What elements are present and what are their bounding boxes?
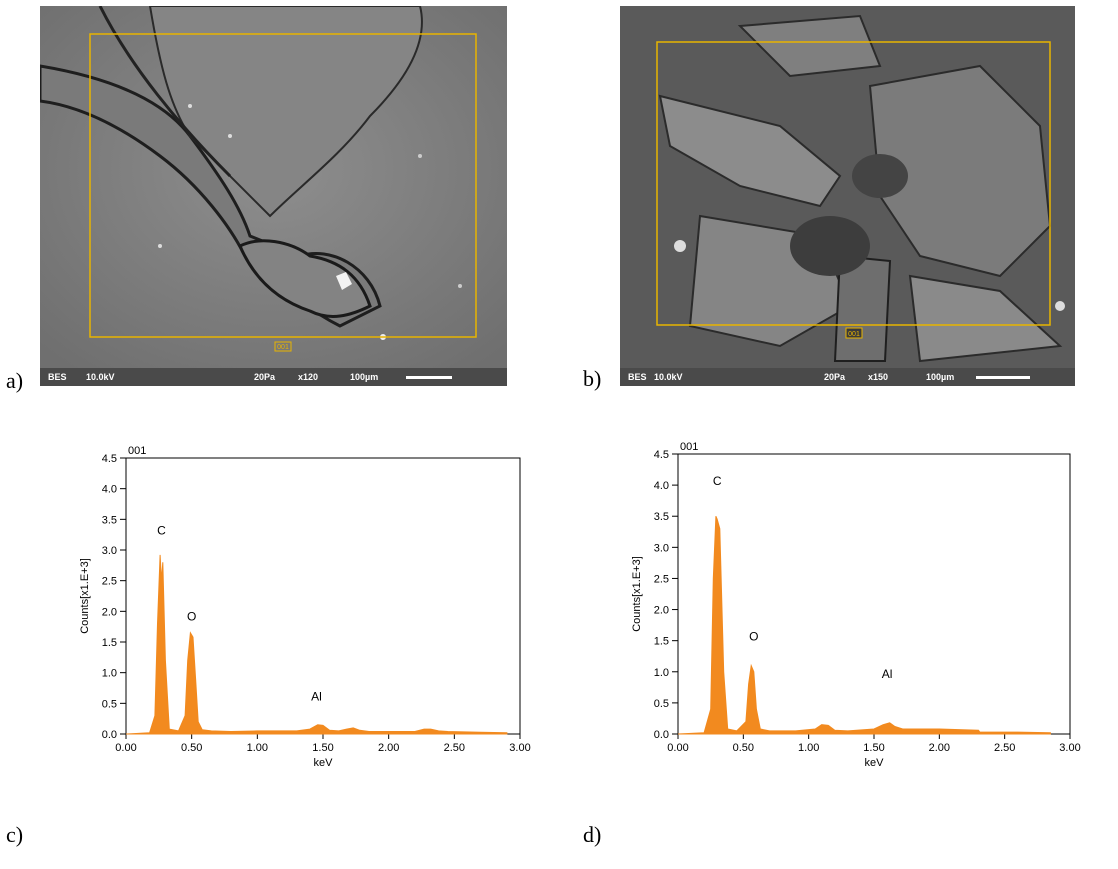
y-tick-label: 0.5 xyxy=(654,698,669,710)
x-tick-label: 3.00 xyxy=(1059,742,1080,754)
y-tick-label: 4.0 xyxy=(654,480,669,492)
peak-annotation: C xyxy=(713,474,722,488)
x-tick-label: 2.00 xyxy=(929,742,950,754)
y-tick-label: 4.5 xyxy=(654,449,669,461)
y-tick-label: 2.0 xyxy=(102,606,117,618)
x-tick-label: 1.00 xyxy=(798,742,819,754)
y-tick-label: 3.0 xyxy=(102,545,117,557)
sem-image-a: 001 BES 10.0kV 20Pa x120 100µm xyxy=(40,6,507,386)
roi-box xyxy=(656,41,1051,326)
eds-chart-c: 001 0.0 0.5 1.0 1.5 2.0 2.5 3.0 3.5 4.0 4.5 0.00 0.5… xyxy=(79,445,531,769)
scale-bar xyxy=(406,376,452,379)
x-tick-label: 1.50 xyxy=(312,742,333,754)
panel-label-c: c) xyxy=(6,822,24,847)
y-tick-label: 0.0 xyxy=(102,729,117,741)
peak-annotation: Al xyxy=(311,689,322,703)
panel-label-a: a) xyxy=(6,368,24,393)
detector-label: BES xyxy=(628,372,647,382)
y-tick-label: 0.5 xyxy=(102,698,117,710)
y-tick-label: 2.5 xyxy=(654,573,669,585)
x-tick-label: 0.00 xyxy=(115,742,136,754)
scale-label: 100µm xyxy=(350,372,379,382)
sem-micrograph-a: 001 xyxy=(40,6,507,368)
roi-tag xyxy=(845,327,863,339)
eds-chart-d: 001 0.0 0.5 1.0 1.5 2.0 2.5 3.0 3.5 4.0 4.5 0.00 0.5… xyxy=(631,441,1081,769)
x-tick-label: 1.50 xyxy=(863,742,884,754)
sem-info-bar: BES 10.0kV 20Pa x150 100µm xyxy=(620,368,1075,386)
scale-bar xyxy=(976,376,1030,379)
y-tick-label: 3.0 xyxy=(654,542,669,554)
y-tick-label: 4.5 xyxy=(102,453,117,465)
spectrum-series xyxy=(677,516,1051,735)
roi-tag xyxy=(274,341,292,352)
x-axis-label: keV xyxy=(865,757,885,769)
x-tick-label: 0.50 xyxy=(733,742,754,754)
x-axis-label: keV xyxy=(314,757,334,769)
x-tick-label: 2.50 xyxy=(444,742,465,754)
peak-annotation: O xyxy=(749,630,758,644)
y-tick-label: 2.5 xyxy=(102,576,117,588)
y-tick-label: 4.0 xyxy=(102,484,117,496)
y-tick-label: 1.5 xyxy=(654,636,669,648)
voltage-label: 10.0kV xyxy=(86,372,115,382)
sem-info-bar: BES 10.0kV 20Pa x120 100µm xyxy=(40,368,507,386)
y-tick-label: 1.0 xyxy=(102,668,117,680)
x-tick-label: 0.50 xyxy=(181,742,202,754)
y-axis-label: Counts[x1.E+3] xyxy=(79,558,91,634)
voltage-label: 10.0kV xyxy=(654,372,683,382)
sem-micrograph-b: 001 xyxy=(620,6,1075,368)
panel-label-b: b) xyxy=(583,366,602,391)
chart-title: 001 xyxy=(128,445,146,457)
y-tick-label: 3.5 xyxy=(102,514,117,526)
x-tick-label: 1.00 xyxy=(247,742,268,754)
y-axis-label: Counts[x1.E+3] xyxy=(631,556,643,632)
roi-label: 001 xyxy=(277,344,289,351)
y-tick-label: 0.0 xyxy=(654,729,669,741)
pressure-label: 20Pa xyxy=(824,372,846,382)
roi-box xyxy=(89,33,477,338)
panel-label-d: d) xyxy=(583,822,602,847)
peak-annotation: Al xyxy=(882,667,893,681)
plot-frame xyxy=(125,457,521,735)
y-tick-label: 1.5 xyxy=(102,637,117,649)
x-tick-label: 0.00 xyxy=(667,742,688,754)
y-tick-label: 1.0 xyxy=(654,667,669,679)
magnification-label: x120 xyxy=(298,372,319,382)
sem-image-b: 001 BES 10.0kV 20Pa x150 100µm xyxy=(620,6,1075,386)
x-tick-label: 3.00 xyxy=(509,742,530,754)
chart-title: 001 xyxy=(680,441,698,453)
x-tick-label: 2.00 xyxy=(378,742,399,754)
detector-label: BES xyxy=(48,372,67,382)
plot-frame xyxy=(677,453,1071,735)
magnification-label: x150 xyxy=(868,372,889,382)
spectrum-series xyxy=(125,554,508,735)
peak-annotation: C xyxy=(157,524,166,538)
peak-annotation: O xyxy=(187,610,196,624)
roi-label: 001 xyxy=(848,331,860,338)
eds-spectrum-d: 001 0.0 0.5 1.0 1.5 2.0 2.5 3.0 3.5 4.0 4.5 0.00 0.5… xyxy=(620,436,1110,790)
eds-spectrum-c: 001 0.0 0.5 1.0 1.5 2.0 2.5 3.0 3.5 4.0 4.5 0.00 0.5… xyxy=(30,440,550,790)
scale-label: 100µm xyxy=(926,372,955,382)
y-tick-label: 2.0 xyxy=(654,605,669,617)
y-tick-label: 3.5 xyxy=(654,511,669,523)
pressure-label: 20Pa xyxy=(254,372,276,382)
x-tick-label: 2.50 xyxy=(994,742,1015,754)
